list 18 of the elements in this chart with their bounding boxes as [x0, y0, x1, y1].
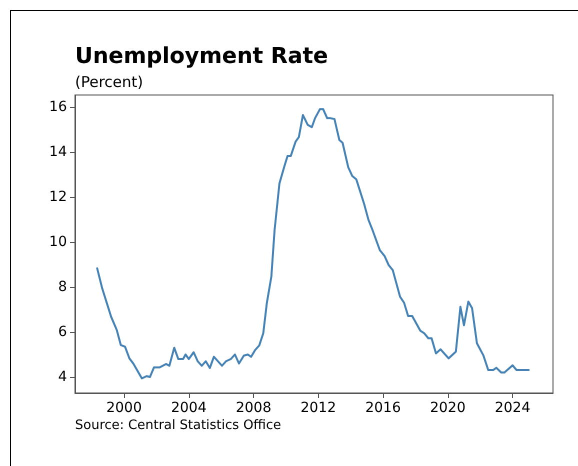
chart-title: Unemployment Rate — [75, 44, 328, 69]
y-tick-label: 4 — [58, 369, 68, 386]
x-tick-label: 2016 — [365, 400, 401, 416]
y-tick-label: 10 — [49, 234, 67, 250]
chart-subtitle: (Percent) — [75, 73, 144, 91]
y-tick-label: 6 — [58, 324, 68, 340]
y-tick-label: 12 — [49, 188, 67, 205]
y-tick-label: 8 — [58, 278, 67, 295]
x-tick-label: 2000 — [106, 400, 142, 416]
source-note: Source: Central Statistics Office — [75, 418, 282, 433]
x-tick-label: 2012 — [300, 400, 336, 416]
y-tick-label: 16 — [49, 98, 68, 115]
line-series — [96, 108, 530, 380]
x-tick-label: 2024 — [494, 400, 530, 416]
x-tick-label: 2008 — [236, 400, 272, 416]
x-tick-label: 2020 — [430, 400, 466, 416]
y-tick-label: 14 — [49, 144, 68, 160]
x-tick-label: 2004 — [170, 400, 207, 416]
